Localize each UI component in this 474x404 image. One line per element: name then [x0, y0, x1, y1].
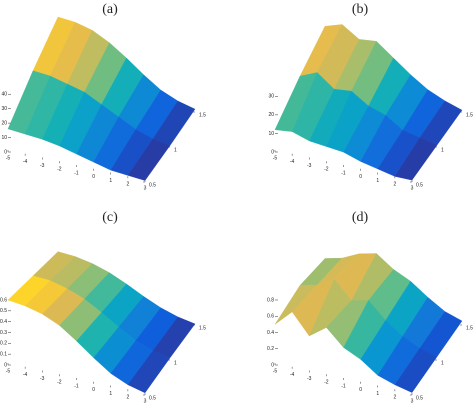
- x-tick-label: -1: [74, 170, 79, 176]
- x-tick-label: 2: [393, 182, 396, 188]
- x-tick-label: 2: [393, 395, 396, 401]
- z-tick-label: 20: [1, 120, 7, 126]
- x-tick-label: 2: [126, 395, 129, 401]
- x-tick-label: 1: [109, 391, 112, 397]
- x-tick-label: 0: [92, 387, 95, 393]
- surface-patch: [394, 137, 438, 181]
- z-tick-label: 0: [4, 149, 7, 155]
- x-tick-label: -2: [324, 380, 329, 386]
- x-tick-label: -4: [23, 159, 28, 165]
- z-tick-label: 20: [268, 112, 274, 118]
- z-tick-label: 40: [1, 92, 7, 98]
- z-tick-label: 0.4: [0, 319, 7, 325]
- y-tick-label: 0.5: [416, 395, 423, 401]
- z-tick-label: 0.2: [267, 346, 274, 352]
- z-tick-label: 0: [271, 149, 274, 155]
- y-tick-label: 0.5: [416, 182, 423, 188]
- y-tick-label: 1.5: [466, 325, 473, 331]
- x-tick-label: -5: [6, 155, 11, 161]
- z-tick-label: 0: [271, 362, 274, 368]
- x-tick-label: -2: [324, 167, 329, 173]
- panel-title: (d): [352, 210, 369, 225]
- x-tick-label: 0: [92, 174, 95, 180]
- z-tick-label: 0.3: [0, 330, 7, 336]
- x-tick-label: -1: [74, 383, 79, 389]
- z-tick-label: 0.5: [0, 308, 7, 314]
- x-tick-label: 1: [376, 391, 379, 397]
- z-tick-label: 0: [4, 362, 7, 368]
- z-tick-label: 10: [1, 135, 7, 141]
- x-tick-label: 3: [144, 185, 147, 191]
- x-tick-label: -4: [290, 159, 295, 165]
- x-tick-label: -5: [6, 368, 11, 374]
- x-tick-label: -4: [290, 372, 295, 378]
- x-tick-label: -2: [57, 167, 62, 173]
- y-tick-label: 1: [174, 147, 177, 153]
- panel-title: (b): [352, 2, 369, 17]
- x-tick-label: 0: [359, 174, 362, 180]
- x-tick-label: -4: [23, 372, 28, 378]
- x-tick-label: 2: [126, 182, 129, 188]
- x-tick-label: -1: [341, 383, 346, 389]
- x-tick-label: 3: [411, 185, 414, 191]
- x-tick-label: -5: [273, 155, 278, 161]
- x-tick-label: -1: [341, 170, 346, 176]
- y-tick-label: 1: [441, 360, 444, 366]
- z-tick-label: 0.6: [0, 297, 7, 303]
- y-tick-label: 1: [441, 147, 444, 153]
- x-tick-label: -3: [307, 163, 312, 169]
- x-tick-label: -3: [40, 376, 45, 382]
- z-tick-label: 0.2: [0, 341, 7, 347]
- x-tick-label: -3: [40, 163, 45, 169]
- x-tick-label: 3: [144, 398, 147, 404]
- x-tick-label: 3: [411, 398, 414, 404]
- surface-patch: [394, 347, 438, 393]
- z-tick-label: 30: [268, 94, 274, 100]
- x-tick-label: 0: [359, 387, 362, 393]
- panel-title: (c): [102, 210, 118, 225]
- x-tick-label: -3: [307, 376, 312, 382]
- z-tick-label: 0.8: [267, 297, 274, 303]
- x-tick-label: -5: [273, 368, 278, 374]
- y-tick-label: 1.5: [199, 112, 206, 118]
- y-tick-label: 1.5: [466, 112, 473, 118]
- y-tick-label: 0.5: [149, 182, 156, 188]
- z-tick-label: 10: [268, 131, 274, 137]
- z-tick-label: 0.4: [267, 330, 274, 336]
- panel-title: (a): [102, 2, 118, 17]
- z-tick-label: 0.6: [267, 314, 274, 320]
- z-tick-label: 30: [1, 106, 7, 112]
- x-tick-label: 1: [109, 178, 112, 184]
- surface-patch: [127, 138, 171, 181]
- x-tick-label: -2: [57, 380, 62, 386]
- surface-patch: [127, 350, 171, 394]
- y-tick-label: 0.5: [149, 395, 156, 401]
- y-tick-label: 1.5: [199, 325, 206, 331]
- y-tick-label: 1: [174, 360, 177, 366]
- z-tick-label: 0.1: [0, 351, 7, 357]
- x-tick-label: 1: [376, 178, 379, 184]
